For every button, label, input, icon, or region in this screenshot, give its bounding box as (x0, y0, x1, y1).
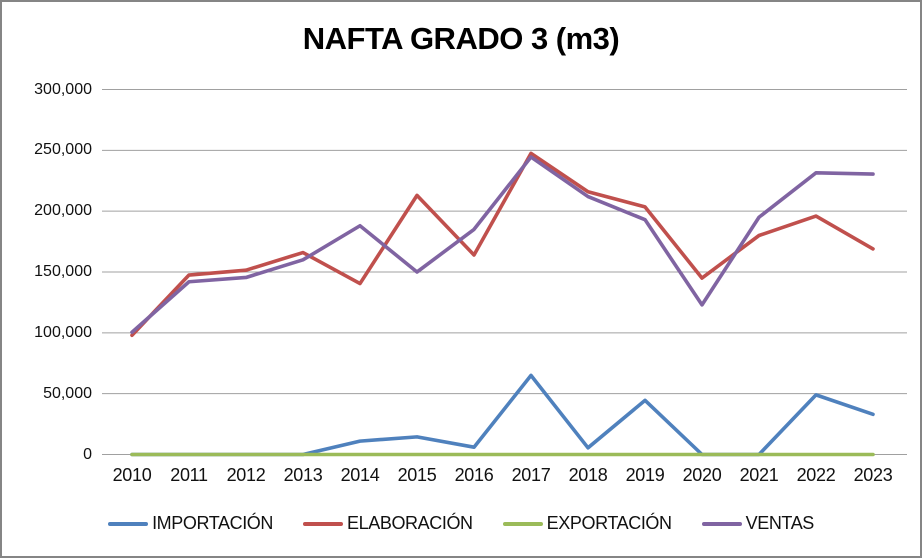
legend-label-exportacion: EXPORTACIÓN (546, 513, 672, 533)
legend-item-importacion: IMPORTACIÓN (108, 513, 273, 534)
series-line-importacion (130, 373, 875, 457)
chart-legend: IMPORTACIÓN ELABORACIÓN EXPORTACIÓN VENT… (2, 513, 920, 534)
series-line-elaboracion (130, 151, 875, 338)
legend-swatch-exportacion-icon (502, 521, 543, 526)
legend-item-ventas: VENTAS (701, 513, 815, 534)
legend-item-exportacion: EXPORTACIÓN (502, 513, 672, 534)
legend-label-elaboracion: ELABORACIÓN (347, 513, 473, 533)
legend-swatch-ventas-icon (701, 521, 742, 526)
chart-title: NAFTA GRADO 3 (m3) (302, 21, 620, 56)
legend-label-ventas: VENTAS (745, 513, 815, 533)
legend-label-importacion: IMPORTACIÓN (152, 513, 274, 533)
legend-swatch-elaboracion-icon (303, 521, 344, 526)
legend-item-elaboracion: ELABORACIÓN (303, 513, 473, 534)
legend-swatch-importacion-icon (108, 521, 149, 526)
series-line-ventas (130, 155, 875, 335)
